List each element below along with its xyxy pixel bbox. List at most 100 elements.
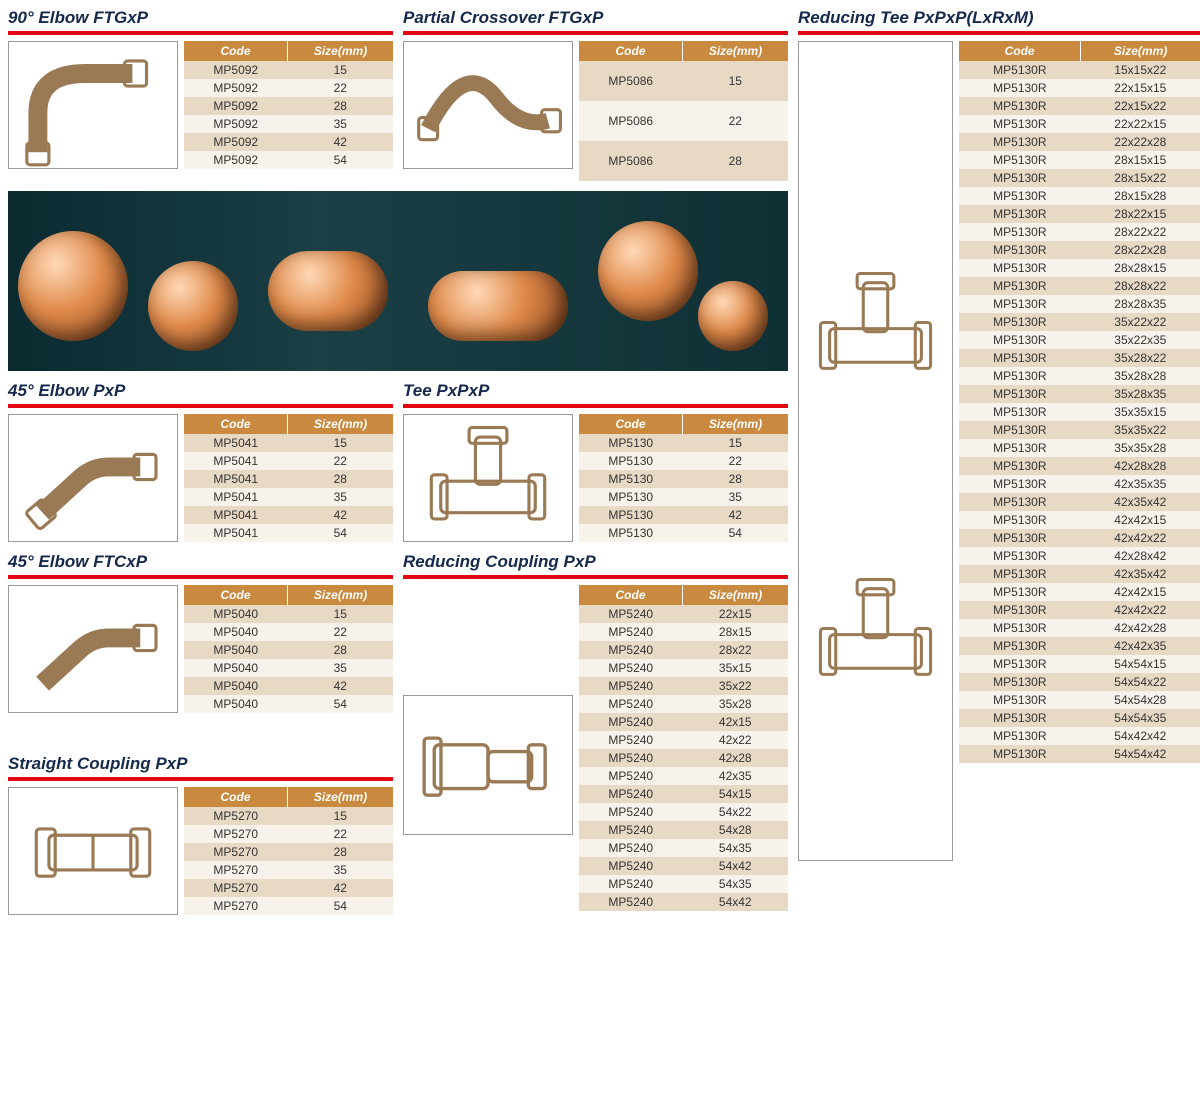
section-title: 90° Elbow FTGxP	[8, 8, 393, 31]
table-row: MP509215	[184, 61, 393, 79]
cell-code: MP5092	[184, 133, 288, 151]
table-row: MP504015	[184, 605, 393, 623]
cell-code: MP5130R	[959, 439, 1081, 457]
cell-code: MP5130R	[959, 223, 1081, 241]
cell-size: 42x15	[683, 713, 788, 731]
cell-size: 28x15x28	[1081, 187, 1200, 205]
table-row: MP5130R42x42x22	[959, 529, 1200, 547]
table-reducing-tee: CodeSize(mm)MP5130R15x15x22MP5130R22x15x…	[959, 41, 1200, 763]
cell-size: 54x15	[683, 785, 788, 803]
table-row: MP5130R28x22x15	[959, 205, 1200, 223]
cell-code: MP5130R	[959, 691, 1081, 709]
cell-code: MP5040	[184, 641, 288, 659]
cell-size: 28x15x22	[1081, 169, 1200, 187]
cell-code: MP5092	[184, 97, 288, 115]
cell-size: 35x35x22	[1081, 421, 1200, 439]
cell-size: 42	[288, 677, 393, 695]
table-row: MP5130R42x42x35	[959, 637, 1200, 655]
table-row: MP513022	[579, 452, 788, 470]
cell-code: MP5130R	[959, 367, 1081, 385]
cell-size: 15	[683, 434, 788, 452]
table-row: MP5130R28x22x28	[959, 241, 1200, 259]
col-size: Size(mm)	[288, 41, 393, 61]
cell-code: MP5086	[579, 101, 683, 141]
cell-code: MP5040	[184, 695, 288, 713]
cell-size: 54	[288, 524, 393, 542]
cell-size: 28	[288, 97, 393, 115]
table-row: MP5130R22x22x28	[959, 133, 1200, 151]
table-row: MP508615	[579, 61, 788, 101]
section-title: Partial Crossover FTGxP	[403, 8, 788, 31]
catalog-page: 90° Elbow FTGxP CodeSize(mm)MP509215MP50…	[8, 8, 1192, 945]
col-code: Code	[184, 41, 288, 61]
diagram-tee	[403, 414, 573, 542]
cell-code: MP5270	[184, 861, 288, 879]
cell-code: MP5130R	[959, 565, 1081, 583]
cell-size: 22x15x22	[1081, 97, 1200, 115]
cell-code: MP5130R	[959, 277, 1081, 295]
cell-code: MP5240	[579, 605, 683, 623]
section-reducing-tee: Reducing Tee PxPxP(LxRxM) CodeSize(mm)MP…	[798, 8, 1200, 861]
table-row: MP5130R54x42x42	[959, 727, 1200, 745]
table-row: MP5130R28x28x22	[959, 277, 1200, 295]
table-row: MP504142	[184, 506, 393, 524]
cell-code: MP5130R	[959, 313, 1081, 331]
cell-code: MP5130R	[959, 97, 1081, 115]
cell-code: MP5130	[579, 470, 683, 488]
table-straight-coupling: CodeSize(mm)MP527015MP527022MP527028MP52…	[184, 787, 393, 915]
title-underline	[8, 575, 393, 579]
table-row: MP509228	[184, 97, 393, 115]
cell-size: 35x28x28	[1081, 367, 1200, 385]
col-code: Code	[184, 787, 288, 807]
cell-code: MP5240	[579, 623, 683, 641]
table-row: MP508628	[579, 141, 788, 181]
cell-size: 54x22	[683, 803, 788, 821]
cell-size: 54x42x42	[1081, 727, 1200, 745]
cell-size: 28x15	[683, 623, 788, 641]
title-underline	[8, 777, 393, 781]
cell-size: 42x42x22	[1081, 601, 1200, 619]
cell-code: MP5130R	[959, 511, 1081, 529]
table-row: MP5130R54x54x42	[959, 745, 1200, 763]
cell-size: 28x15x15	[1081, 151, 1200, 169]
cell-size: 35x22x35	[1081, 331, 1200, 349]
col-code: Code	[184, 414, 288, 434]
table-row: MP5130R54x54x15	[959, 655, 1200, 673]
table-row: MP524054x15	[579, 785, 788, 803]
table-row: MP504028	[184, 641, 393, 659]
table-row: MP524035x15	[579, 659, 788, 677]
cell-code: MP5130R	[959, 115, 1081, 133]
cell-size: 35x28x35	[1081, 385, 1200, 403]
cell-code: MP5040	[184, 659, 288, 677]
section-tee: Tee PxPxP CodeSize(mm)MP513015MP513022MP…	[403, 381, 788, 542]
cell-size: 54x42	[683, 857, 788, 875]
table-row: MP5130R42x35x42	[959, 493, 1200, 511]
title-underline	[8, 31, 393, 35]
table-row: MP524054x28	[579, 821, 788, 839]
table-row: MP5130R28x15x28	[959, 187, 1200, 205]
cell-size: 22	[288, 825, 393, 843]
col-code: Code	[184, 585, 288, 605]
cell-size: 42x28x42	[1081, 547, 1200, 565]
table-row: MP504115	[184, 434, 393, 452]
table-row: MP524054x35	[579, 875, 788, 893]
table-row: MP527022	[184, 825, 393, 843]
cell-code: MP5040	[184, 605, 288, 623]
cell-code: MP5130R	[959, 241, 1081, 259]
cell-size: 42x35x35	[1081, 475, 1200, 493]
cell-code: MP5130R	[959, 385, 1081, 403]
cell-code: MP5240	[579, 677, 683, 695]
cell-code: MP5130R	[959, 421, 1081, 439]
table-row: MP524042x22	[579, 731, 788, 749]
table-row: MP5130R42x28x28	[959, 457, 1200, 475]
col-size: Size(mm)	[288, 585, 393, 605]
title-underline	[8, 404, 393, 408]
table-45-elbow-pxp: CodeSize(mm)MP504115MP504122MP504128MP50…	[184, 414, 393, 542]
cell-code: MP5130R	[959, 259, 1081, 277]
table-45-elbow-ftcxp: CodeSize(mm)MP504015MP504022MP504028MP50…	[184, 585, 393, 713]
cell-size: 54x54x22	[1081, 673, 1200, 691]
table-row: MP509222	[184, 79, 393, 97]
cell-code: MP5041	[184, 524, 288, 542]
section-title: Tee PxPxP	[403, 381, 788, 404]
table-row: MP513015	[579, 434, 788, 452]
